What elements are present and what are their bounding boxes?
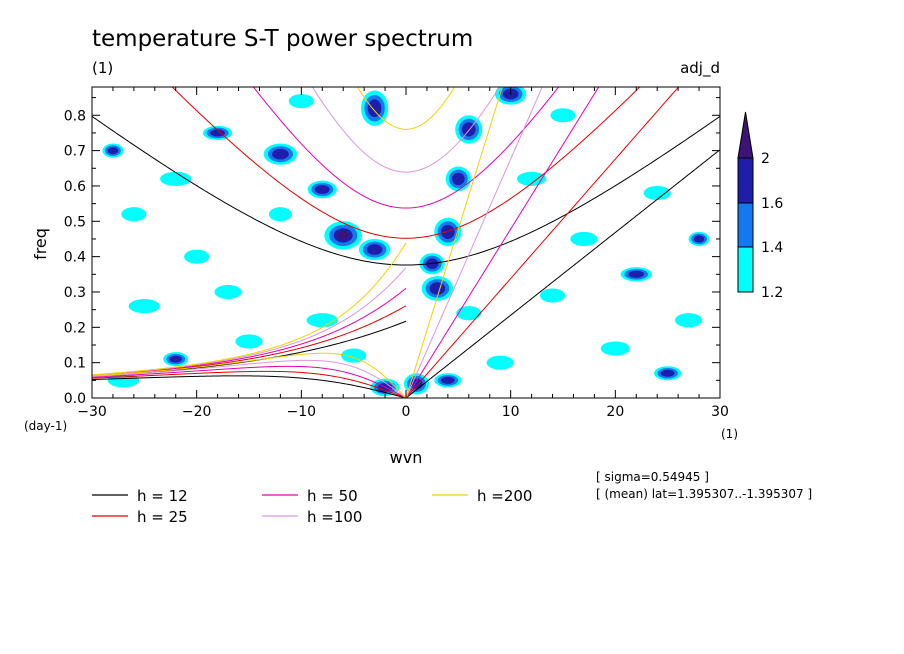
y-tick-label-5: 0.5 [64,214,86,230]
kelvin-wave-curve-h200 [405,87,503,398]
contour-blob-29 [600,341,630,356]
contour-blob-38 [456,306,482,321]
contour-blob-34 [268,207,292,222]
contour-blob-26-inner [628,270,645,278]
x-tick-label-6: 30 [711,404,729,420]
legend-label-4: h =200 [477,487,532,505]
contour-blob-37 [121,207,147,222]
contour-blob-13-inner [441,376,455,384]
note-sigma: [ sigma=0.54945 ] [596,470,709,484]
rossby-wave-curve-h100 [92,359,407,398]
y-tick-label-1: 0.1 [64,356,86,372]
gravity-wave-curve-h50 [252,87,560,209]
gravity-wave-curve-h25 [171,87,641,239]
contour-blob-14 [184,249,210,264]
x-tick-label-3: 0 [402,404,411,420]
contour-blob-15 [128,299,161,314]
contour-blob-19-inner [210,129,225,137]
legend: h = 12 h = 25 h = 50 h =100 h =200 [92,487,532,526]
dispersion-curves [92,87,720,398]
contour-blob-5-inner [429,282,446,295]
kelvin-wave-curve-h50 [405,87,600,398]
x-axis-unit: (1) [721,427,738,441]
contour-blob-1-core [337,231,349,240]
contour-blob-17-inner [107,147,119,155]
y-axis-ticks: 0.0 0.1 0.2 0.3 0.4 0.5 0.6 0.7 0.8 [64,97,720,407]
y-tick-label-2: 0.2 [64,320,86,336]
chart-title: temperature S-T power spectrum [92,26,473,52]
gravity-wave-curve-h12 [92,115,720,266]
contour-blob-27 [674,313,703,328]
y-tick-label-8: 0.8 [64,108,86,124]
kelvin-wave-curve-h100 [405,87,543,398]
contour-blob-28 [539,288,566,303]
colorbar-segment-0 [737,246,754,293]
rossby-wave-curve-h25 [92,370,407,398]
x-axis-ticks: −30 −20 −10 0 10 20 30 [77,87,729,420]
legend-label-3: h =100 [307,508,362,526]
contour-blob-32 [643,185,671,201]
x-tick-label-0: −30 [77,404,107,420]
colorbar-segment-2 [737,157,754,204]
contour-blob-16 [214,284,242,300]
contour-blob-7-inner [441,224,455,239]
rossby-wave-curve-h12 [92,375,407,398]
contour-blob-20 [235,334,263,349]
rossby-wave-curve-h200 [92,352,407,398]
kelvin-wave-curve-h12 [405,149,720,398]
contour-blob-2-inner [314,185,330,194]
note-latitude: [ (mean) lat=1.395307..-1.395307 ] [596,487,812,501]
contour-blob-25 [570,231,598,247]
y-tick-label-3: 0.3 [64,285,86,301]
gravity-wave-curve-h200 [356,87,456,130]
x-tick-label-1: −20 [182,404,212,420]
kelvin-wave-curve-h25 [405,87,680,398]
y-tick-label-4: 0.4 [64,250,86,266]
contour-blob-33-inner [693,235,705,243]
legend-label-1: h = 25 [137,508,188,526]
x-axis-label: wvn [390,448,423,467]
contour-blob-39 [341,348,367,363]
colorbar-label-3: 2 [761,151,770,167]
chart-subtitle-right: adj_d [680,59,720,78]
contour-blob-18 [160,171,192,186]
contour-blob-8-inner [452,172,465,186]
contour-blob-24 [516,171,547,186]
contour-blob-35 [486,355,514,370]
colorbar-label-2: 1.6 [761,196,783,212]
y-tick-label-6: 0.6 [64,179,86,195]
y-tick-label-7: 0.7 [64,144,86,160]
legend-label-0: h = 12 [137,487,188,505]
x-tick-label-2: −10 [287,404,317,420]
contour-blob-21-inner [169,355,183,363]
x-tick-label-4: 10 [502,404,520,420]
chart-subtitle-left: (1) [92,59,113,77]
y-axis-unit: (day-1) [24,419,67,433]
colorbar-segment-1 [737,202,754,248]
colorbar-label-0: 1.2 [761,285,783,301]
gravity-wave-curve-h100 [311,87,501,173]
y-tick-label-0: 0.0 [64,391,86,407]
mrg-wave-curve-h200 [92,242,407,376]
y-axis-label: freq [31,228,50,260]
legend-label-2: h = 50 [307,487,358,505]
rossby-wave-curve-h50 [92,365,407,398]
contour-blob-4-inner [367,99,382,118]
colorbar-extension-arrow [737,111,754,159]
contour-blob-22 [306,313,338,328]
contour-blob-30-inner [660,369,675,377]
colorbar: 1.2 1.4 1.6 2 [737,111,783,301]
contour-blob-3-inner [272,148,289,160]
contour-blob-36 [288,94,314,109]
colorbar-label-1: 1.4 [761,240,783,256]
x-tick-label-5: 20 [606,404,624,420]
contour-blob-31 [550,108,576,123]
spectrum-contours [102,87,710,397]
contour-blob-0-inner [366,244,383,255]
